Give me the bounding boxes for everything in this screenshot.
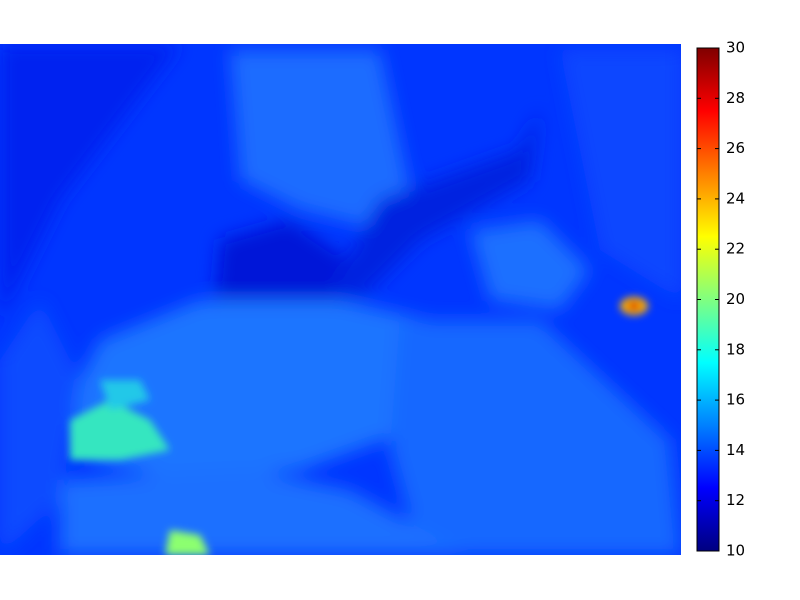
colorbar-tick-label: 22: [726, 240, 745, 258]
colorbar-tick-label: 14: [726, 441, 745, 459]
colorbar-tick-label: 26: [726, 139, 745, 157]
thermal-image: [0, 44, 681, 555]
colorbar-tick-label: 18: [726, 340, 745, 358]
colorbar-tick-label: 16: [726, 391, 745, 409]
colorbar-tick-label: 20: [726, 290, 745, 308]
colorbar-tick-label: 12: [726, 491, 745, 509]
colorbar-tick-label: 30: [726, 39, 745, 57]
colorbar-tick-label: 28: [726, 89, 745, 107]
colorbar-tick-label: 10: [726, 542, 745, 560]
colorbar-tick-label: 24: [726, 189, 745, 207]
